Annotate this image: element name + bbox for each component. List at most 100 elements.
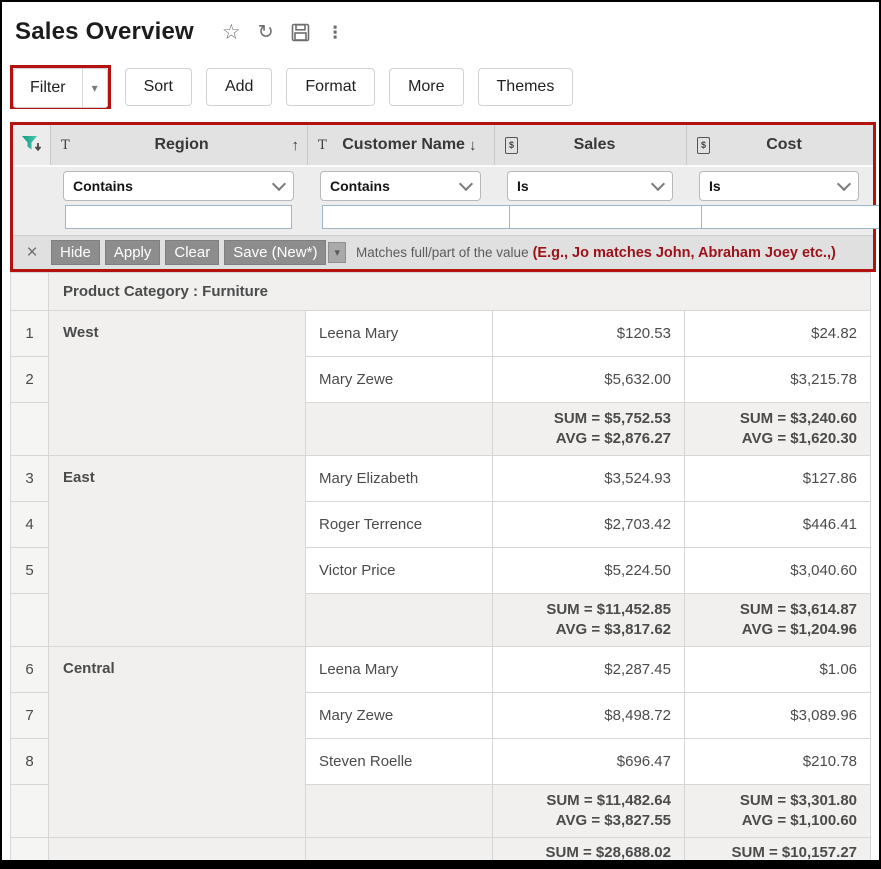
currency-type-icon: $ [697, 137, 710, 154]
sales-grand-total: SUM = $28,688.02 [493, 838, 685, 867]
customer-cell[interactable]: Mary Zewe [306, 693, 493, 739]
region-cell[interactable]: West [49, 311, 306, 456]
refresh-icon[interactable]: ↻ [258, 23, 274, 42]
filter-hint-example: (E.g., Jo matches John, Abraham Joey etc… [533, 245, 836, 261]
group-header-label: Product Category : Furniture [49, 273, 871, 311]
cost-operator-select[interactable]: Is [699, 171, 859, 201]
filter-button[interactable]: Filter [14, 69, 82, 107]
table-row[interactable]: 1 West Leena Mary $120.53 $24.82 [11, 311, 871, 357]
column-header-customer-name[interactable]: T Customer Name ↓ [308, 125, 495, 165]
customer-name-operator-select[interactable]: Contains [320, 171, 481, 201]
sales-cell[interactable]: $5,632.00 [493, 357, 685, 403]
region-operator-select[interactable]: Contains [63, 171, 294, 201]
filter-funnel-cell[interactable] [13, 125, 51, 165]
chevron-down-icon [272, 177, 286, 191]
row-number: 2 [11, 357, 49, 403]
sort-asc-icon[interactable]: ↑ [292, 137, 300, 154]
apply-button[interactable]: Apply [105, 240, 161, 265]
column-header-region[interactable]: T Region ↑ [51, 125, 308, 165]
kebab-menu-icon[interactable]: ⋮ [327, 24, 344, 41]
chevron-down-icon [651, 177, 665, 191]
favorite-star-icon[interactable]: ☆ [222, 22, 241, 43]
customer-name-filter-input[interactable] [322, 205, 517, 229]
cost-cell[interactable]: $3,215.78 [685, 357, 871, 403]
cost-grand-total: SUM = $10,157.27 [685, 838, 871, 867]
filter-hint-text: Matches full/part of the value [356, 245, 529, 260]
hide-button[interactable]: Hide [51, 240, 100, 265]
sales-cell[interactable]: $2,287.45 [493, 647, 685, 693]
grand-total-row: SUM = $28,688.02 SUM = $10,157.27 [11, 838, 871, 867]
sales-summary: SUM = $11,452.85 AVG = $3,817.62 [493, 594, 685, 647]
region-filter-input[interactable] [65, 205, 292, 229]
cost-cell[interactable]: $1.06 [685, 647, 871, 693]
add-button[interactable]: Add [206, 68, 272, 106]
data-table: Product Category : Furniture 1 West Leen… [10, 272, 871, 869]
annotation-box-filter: Filter ▾ [10, 65, 111, 109]
cost-filter-input[interactable] [701, 205, 881, 229]
app-window: Sales Overview ☆ ↻ ⋮ Filter ▾ Sort Add [0, 0, 881, 869]
save-icon[interactable] [291, 23, 310, 42]
customer-cell[interactable]: Leena Mary [306, 647, 493, 693]
region-cell[interactable]: Central [49, 647, 306, 838]
filter-caret-icon[interactable]: ▾ [82, 69, 107, 107]
save-caret-icon[interactable]: ▾ [328, 242, 346, 263]
cost-cell[interactable]: $127.86 [685, 456, 871, 502]
clear-button[interactable]: Clear [165, 240, 219, 265]
sales-filter-input[interactable] [509, 205, 704, 229]
row-number: 6 [11, 647, 49, 693]
close-icon[interactable]: × [13, 243, 51, 262]
page-title: Sales Overview [15, 18, 194, 46]
toolbar: Filter ▾ Sort Add Format More Themes [10, 65, 879, 109]
title-bar: Sales Overview ☆ ↻ ⋮ [15, 15, 879, 49]
more-button[interactable]: More [389, 68, 463, 106]
sort-button[interactable]: Sort [125, 68, 192, 106]
save-new-button[interactable]: Save (New*) [224, 240, 326, 265]
sales-cell[interactable]: $120.53 [493, 311, 685, 357]
table-row[interactable]: 6 Central Leena Mary $2,287.45 $1.06 [11, 647, 871, 693]
format-button[interactable]: Format [286, 68, 375, 106]
customer-cell[interactable]: Leena Mary [306, 311, 493, 357]
cost-cell[interactable]: $3,040.60 [685, 548, 871, 594]
customer-cell[interactable]: Victor Price [306, 548, 493, 594]
filter-button-group: Filter ▾ [13, 68, 108, 108]
cost-summary: SUM = $3,240.60 AVG = $1,620.30 [685, 403, 871, 456]
table-row[interactable]: 3 East Mary Elizabeth $3,524.93 $127.86 [11, 456, 871, 502]
sales-cell[interactable]: $3,524.93 [493, 456, 685, 502]
row-number: 5 [11, 548, 49, 594]
column-header-sales[interactable]: $ Sales [495, 125, 687, 165]
sort-desc-icon[interactable]: ↓ [469, 137, 477, 154]
text-type-icon: T [318, 138, 327, 153]
cost-cell[interactable]: $210.78 [685, 739, 871, 785]
sales-operator-select[interactable]: Is [507, 171, 673, 201]
sales-cell[interactable]: $5,224.50 [493, 548, 685, 594]
row-number: 4 [11, 502, 49, 548]
filter-panel: T Region ↑ T Customer Name ↓ $ Sales $ C… [10, 122, 876, 272]
chevron-down-icon [837, 177, 851, 191]
sales-cell[interactable]: $2,703.42 [493, 502, 685, 548]
filter-action-bar: × Hide Apply Clear Save (New*) ▾ Matches… [13, 235, 873, 269]
cost-summary: SUM = $3,614.87 AVG = $1,204.96 [685, 594, 871, 647]
cost-cell[interactable]: $24.82 [685, 311, 871, 357]
cost-cell[interactable]: $446.41 [685, 502, 871, 548]
themes-button[interactable]: Themes [478, 68, 574, 106]
currency-type-icon: $ [505, 137, 518, 154]
chevron-down-icon [459, 177, 473, 191]
sales-cell[interactable]: $8,498.72 [493, 693, 685, 739]
customer-cell[interactable]: Mary Zewe [306, 357, 493, 403]
filter-operator-row: Contains Contains Is Is [13, 167, 873, 205]
group-header-row: Product Category : Furniture [11, 273, 871, 311]
filter-value-row [13, 205, 873, 235]
customer-cell[interactable]: Steven Roelle [306, 739, 493, 785]
customer-cell[interactable]: Mary Elizabeth [306, 456, 493, 502]
customer-cell[interactable]: Roger Terrence [306, 502, 493, 548]
cost-cell[interactable]: $3,089.96 [685, 693, 871, 739]
region-cell[interactable]: East [49, 456, 306, 647]
row-number: 1 [11, 311, 49, 357]
filter-funnel-icon [21, 135, 43, 155]
sales-cell[interactable]: $696.47 [493, 739, 685, 785]
column-header-cost[interactable]: $ Cost [687, 125, 873, 165]
row-number: 8 [11, 739, 49, 785]
row-number: 7 [11, 693, 49, 739]
sales-summary: SUM = $5,752.53 AVG = $2,876.27 [493, 403, 685, 456]
row-number: 3 [11, 456, 49, 502]
